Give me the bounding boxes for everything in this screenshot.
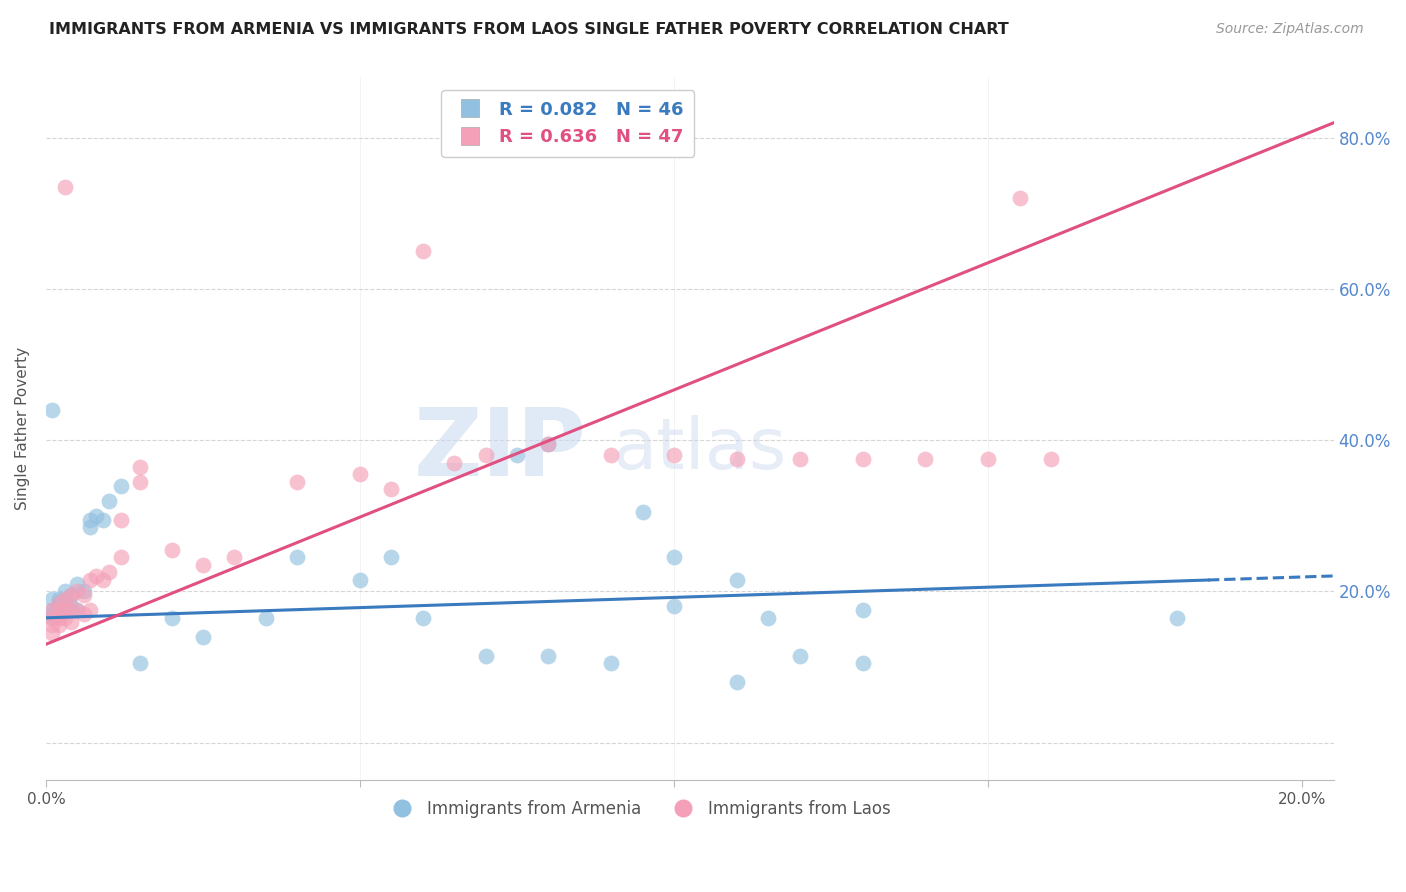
Point	[756, 611, 779, 625]
Point	[48, 596, 70, 610]
Point	[851, 452, 873, 467]
Point	[53, 591, 76, 606]
Point	[79, 512, 101, 526]
Point	[91, 573, 114, 587]
Point	[48, 603, 70, 617]
Point	[725, 452, 748, 467]
Point	[789, 648, 811, 663]
Point	[380, 483, 402, 497]
Point	[412, 611, 434, 625]
Point	[79, 573, 101, 587]
Point	[443, 456, 465, 470]
Point	[84, 569, 107, 583]
Point	[129, 459, 152, 474]
Point	[41, 618, 63, 632]
Point	[41, 603, 63, 617]
Point	[851, 656, 873, 670]
Point	[48, 603, 70, 617]
Point	[977, 452, 1000, 467]
Text: IMMIGRANTS FROM ARMENIA VS IMMIGRANTS FROM LAOS SINGLE FATHER POVERTY CORRELATIO: IMMIGRANTS FROM ARMENIA VS IMMIGRANTS FR…	[49, 22, 1010, 37]
Y-axis label: Single Father Poverty: Single Father Poverty	[15, 347, 30, 510]
Point	[66, 603, 89, 617]
Point	[537, 437, 560, 451]
Point	[160, 611, 183, 625]
Point	[73, 584, 96, 599]
Text: atlas: atlas	[613, 416, 787, 484]
Point	[66, 576, 89, 591]
Point	[129, 475, 152, 489]
Point	[631, 505, 654, 519]
Point	[48, 611, 70, 625]
Point	[662, 448, 685, 462]
Point	[851, 603, 873, 617]
Point	[1008, 191, 1031, 205]
Point	[600, 448, 623, 462]
Point	[285, 475, 308, 489]
Point	[914, 452, 936, 467]
Text: ZIP: ZIP	[413, 404, 586, 496]
Point	[110, 512, 132, 526]
Point	[41, 611, 63, 625]
Point	[48, 618, 70, 632]
Point	[53, 603, 76, 617]
Point	[84, 508, 107, 523]
Point	[41, 591, 63, 606]
Point	[349, 467, 371, 482]
Point	[537, 437, 560, 451]
Point	[789, 452, 811, 467]
Point	[53, 180, 76, 194]
Point	[285, 550, 308, 565]
Point	[48, 607, 70, 621]
Text: Source: ZipAtlas.com: Source: ZipAtlas.com	[1216, 22, 1364, 37]
Point	[725, 573, 748, 587]
Point	[41, 603, 63, 617]
Point	[600, 656, 623, 670]
Point	[41, 403, 63, 417]
Point	[224, 550, 246, 565]
Point	[66, 584, 89, 599]
Point	[41, 626, 63, 640]
Point	[48, 591, 70, 606]
Point	[725, 675, 748, 690]
Point	[349, 573, 371, 587]
Point	[412, 244, 434, 259]
Point	[73, 607, 96, 621]
Point	[97, 566, 120, 580]
Point	[1166, 611, 1188, 625]
Point	[53, 611, 76, 625]
Point	[60, 615, 83, 629]
Point	[60, 588, 83, 602]
Point	[129, 656, 152, 670]
Point	[41, 611, 63, 625]
Point	[53, 596, 76, 610]
Point	[254, 611, 277, 625]
Point	[1039, 452, 1062, 467]
Point	[160, 542, 183, 557]
Point	[191, 630, 214, 644]
Point	[191, 558, 214, 572]
Point	[48, 596, 70, 610]
Point	[537, 648, 560, 663]
Point	[474, 648, 496, 663]
Point	[53, 584, 76, 599]
Point	[474, 448, 496, 462]
Legend: Immigrants from Armenia, Immigrants from Laos: Immigrants from Armenia, Immigrants from…	[380, 793, 897, 825]
Point	[97, 493, 120, 508]
Point	[60, 603, 83, 617]
Point	[110, 550, 132, 565]
Point	[60, 588, 83, 602]
Point	[380, 550, 402, 565]
Point	[506, 448, 529, 462]
Point	[79, 520, 101, 534]
Point	[91, 512, 114, 526]
Point	[53, 603, 76, 617]
Point	[73, 588, 96, 602]
Point	[41, 607, 63, 621]
Point	[662, 550, 685, 565]
Point	[66, 603, 89, 617]
Point	[662, 599, 685, 614]
Point	[110, 478, 132, 492]
Point	[60, 599, 83, 614]
Point	[79, 603, 101, 617]
